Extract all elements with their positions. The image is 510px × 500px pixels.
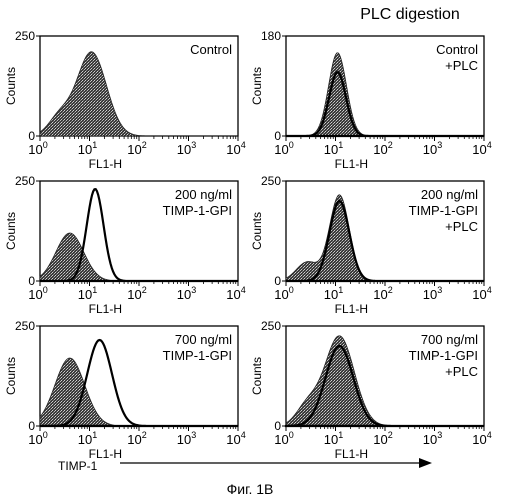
y-tick-label: 0 (274, 419, 281, 433)
panel-label-line: 200 ng/ml (421, 187, 478, 202)
y-axis-label: Counts (250, 212, 264, 250)
x-tick-label: 101 (78, 140, 97, 157)
y-tick-label: 250 (261, 174, 281, 188)
panel-label-line: Control (190, 42, 232, 57)
x-tick-label: 103 (177, 430, 196, 447)
shaded-histogram (40, 52, 238, 136)
panel-label-line: TIMP-1-GPI (163, 348, 232, 363)
figure-caption: Фиг. 1B (227, 481, 274, 497)
x-tick-label: 102 (127, 430, 146, 447)
y-tick-label: 180 (261, 29, 281, 43)
y-tick-label: 250 (15, 174, 35, 188)
x-tick-label: 104 (226, 285, 245, 302)
panel-label-line: TIMP-1-GPI (409, 203, 478, 218)
panel-label-line: +PLC (445, 58, 478, 73)
panel-label-line: +PLC (445, 364, 478, 379)
y-axis-label: Counts (250, 357, 264, 395)
x-tick-label: 103 (423, 140, 442, 157)
histogram-panel-control: 1001011021031040250FL1-HCountsControl (4, 29, 246, 171)
x-tick-label: 103 (423, 285, 442, 302)
x-tick-label: 104 (472, 140, 491, 157)
outline-histogram (286, 72, 484, 136)
shaded-histogram (40, 358, 238, 426)
y-tick-label: 0 (274, 274, 281, 288)
x-tick-label: 101 (324, 140, 343, 157)
y-axis-label: Counts (4, 212, 18, 250)
panel-label-line: +PLC (445, 219, 478, 234)
x-axis-label: FL1-H (335, 447, 368, 461)
panel-label-line: Control (436, 42, 478, 57)
y-tick-label: 250 (15, 29, 35, 43)
timp1-arrow-head (419, 458, 432, 468)
x-tick-label: 103 (177, 285, 196, 302)
x-axis-label: FL1-H (335, 157, 368, 171)
x-axis-label: FL1-H (89, 302, 122, 316)
x-tick-label: 104 (226, 430, 245, 447)
y-tick-label: 0 (28, 129, 35, 143)
panel-label-line: TIMP-1-GPI (409, 348, 478, 363)
y-tick-label: 0 (28, 274, 35, 288)
y-axis-label: Counts (4, 357, 18, 395)
y-tick-label: 0 (28, 419, 35, 433)
x-tick-label: 102 (127, 140, 146, 157)
x-tick-label: 101 (78, 430, 97, 447)
histogram-panel-control-plc: 1001011021031040180FL1-HCountsControl+PL… (250, 29, 492, 171)
x-tick-label: 102 (127, 285, 146, 302)
x-tick-label: 104 (226, 140, 245, 157)
panel-label-line: 700 ng/ml (175, 332, 232, 347)
y-axis-label: Counts (4, 67, 18, 105)
x-tick-label: 104 (472, 430, 491, 447)
histogram-panel-700-ngml: 1001011021031040250FL1-HCounts700 ng/mlT… (4, 319, 246, 461)
x-tick-label: 104 (472, 285, 491, 302)
histogram-panel-200-ngml: 1001011021031040250FL1-HCounts200 ng/mlT… (4, 174, 246, 316)
x-axis-label: FL1-H (89, 157, 122, 171)
x-tick-label: 103 (177, 140, 196, 157)
x-tick-label: 102 (373, 140, 392, 157)
panel-label-line: 200 ng/ml (175, 187, 232, 202)
x-tick-label: 101 (78, 285, 97, 302)
y-tick-label: 250 (261, 319, 281, 333)
y-tick-label: 0 (274, 129, 281, 143)
x-tick-label: 102 (373, 285, 392, 302)
x-tick-label: 101 (324, 285, 343, 302)
y-tick-label: 250 (15, 319, 35, 333)
shaded-histogram (40, 233, 238, 281)
histogram-panel-700-ngml-plc: 1001011021031040250FL1-HCounts700 ng/mlT… (250, 319, 492, 461)
panel-label-line: 700 ng/ml (421, 332, 478, 347)
figure-title: PLC digestion (360, 6, 460, 23)
x-tick-label: 101 (324, 430, 343, 447)
x-axis-label: FL1-H (335, 302, 368, 316)
x-tick-label: 103 (423, 430, 442, 447)
x-tick-label: 102 (373, 430, 392, 447)
histogram-panel-200-ngml-plc: 1001011021031040250FL1-HCounts200 ng/mlT… (250, 174, 492, 316)
y-axis-label: Counts (250, 67, 264, 105)
panel-label-line: TIMP-1-GPI (163, 203, 232, 218)
timp1-arrow-label: TIMP-1 (58, 459, 98, 473)
